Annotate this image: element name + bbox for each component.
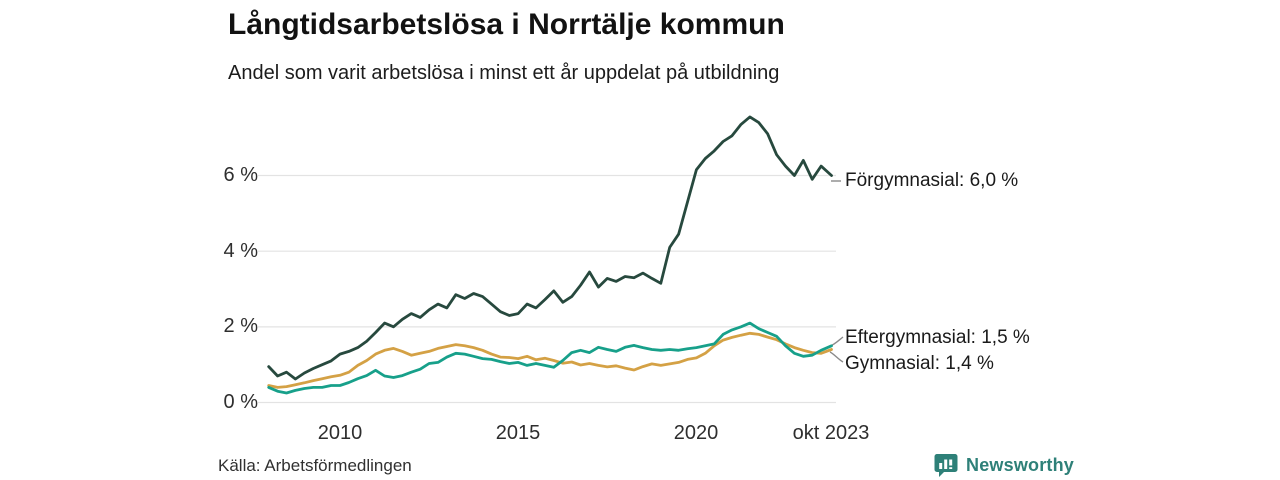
brand-logo: Newsworthy: [934, 453, 1074, 478]
x-tick-label-2010: 2010: [317, 422, 363, 444]
x-tick-label-2015: 2015: [495, 422, 541, 444]
leader-line-gymnasial: [829, 351, 844, 363]
chart-title: Långtidsarbetslösa i Norrtälje kommun: [228, 8, 785, 41]
y-tick-label-2: 2 %: [223, 315, 258, 337]
series-line-eftergymnasial: [267, 321, 833, 395]
series-label-forgymnasial: Förgymnasial: 6,0 %: [845, 170, 1019, 191]
series-label-gymnasial: Gymnasial: 1,4 %: [845, 353, 994, 374]
x-tick-label-okt-2023: okt 2023: [792, 422, 870, 444]
series-label-eftergymnasial: Eftergymnasial: 1,5 %: [845, 327, 1030, 348]
y-tick-label-0: 0 %: [223, 391, 258, 413]
y-tick-label-6: 6 %: [223, 164, 258, 186]
brand-name: Newsworthy: [966, 455, 1075, 475]
series-line-gymnasial: [267, 331, 833, 389]
y-tick-label-4: 4 %: [223, 240, 258, 262]
bar-chart-speech-bubble-icon: [934, 453, 958, 478]
chart-subtitle: Andel som varit arbetslösa i minst ett å…: [228, 62, 780, 84]
source-note: Källa: Arbetsförmedlingen: [218, 456, 412, 475]
x-tick-label-2020: 2020: [673, 422, 719, 444]
series-line-förgymnasial: [267, 115, 833, 381]
